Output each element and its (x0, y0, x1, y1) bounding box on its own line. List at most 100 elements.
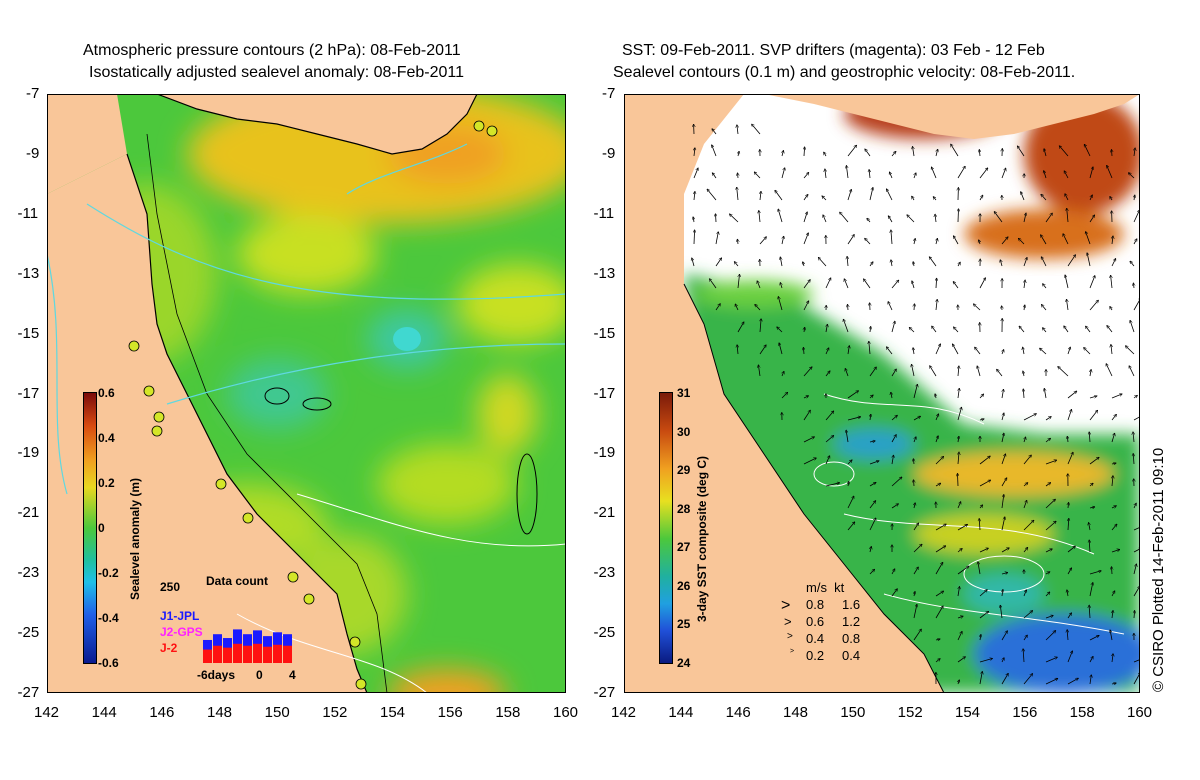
velocity-arrow (825, 483, 840, 487)
velocity-arrow (914, 437, 916, 443)
x-tick-label: 158 (1069, 704, 1095, 721)
colorbar-tick-label: 28 (677, 501, 691, 516)
x-tick-label: 148 (207, 704, 233, 721)
velocity-arrow (1067, 452, 1073, 465)
velocity-arrow (1045, 631, 1056, 641)
velocity-arrow (1089, 457, 1099, 465)
sealevel-colorbar (83, 392, 97, 664)
velocity-arrow (890, 172, 893, 179)
velocity-arrow (1133, 283, 1134, 289)
velocity-arrow (957, 407, 962, 421)
velocity-arrow (936, 300, 937, 311)
velocity-arrow (1001, 495, 1004, 509)
velocity-legend-kt: 1.2 (842, 614, 861, 629)
velocity-arrow (1112, 476, 1113, 487)
colorbar-tick-label: 26 (677, 578, 691, 593)
data-count-legend-item: J-2 (160, 641, 178, 655)
velocity-arrow (1086, 232, 1091, 245)
left-map-frame (47, 94, 566, 693)
velocity-arrow (958, 452, 959, 465)
velocity-arrow (1045, 460, 1057, 465)
velocity-arrow (693, 168, 698, 179)
y-tick-label: -13 (17, 264, 40, 282)
velocity-arrow (870, 547, 871, 553)
velocity-arrow (847, 257, 848, 267)
y-tick-label: -9 (26, 144, 40, 162)
x-tick-label: 144 (668, 704, 694, 721)
velocity-arrow (978, 562, 981, 575)
velocity-arrow (825, 371, 830, 377)
velocity-arrow (1112, 611, 1113, 619)
velocity-arrow (1023, 590, 1026, 597)
velocity-arrow (759, 211, 760, 223)
velocity-arrow (1089, 276, 1095, 289)
velocity-arrow (1045, 499, 1055, 509)
velocity-arrow (1067, 436, 1068, 443)
velocity-arrow (780, 283, 782, 289)
velocity-arrow (825, 278, 831, 289)
sealevel-colorbar-title: Sealevel anomaly (m) (128, 477, 142, 600)
right-map-frame (624, 94, 1140, 693)
velocity-arrow (803, 233, 808, 245)
velocity-arrow (844, 279, 849, 289)
velocity-arrow (1001, 478, 1007, 487)
x-tick-label: 148 (783, 704, 809, 721)
velocity-arrow (1112, 150, 1113, 157)
velocity-arrow (979, 278, 985, 289)
velocity-arrow (1045, 417, 1051, 421)
velocity-arrow (954, 236, 959, 245)
velocity-arrow (1023, 635, 1027, 641)
velocity-arrow (914, 503, 915, 509)
velocity-arrow (694, 148, 695, 157)
data-count-legend-item: J2-GPS (160, 625, 203, 639)
velocity-arrow (825, 436, 834, 443)
velocity-arrow (888, 302, 893, 311)
velocity-arrow (913, 147, 915, 157)
velocity-arrow (1084, 144, 1091, 157)
velocity-arrow (848, 305, 849, 311)
velocity-arrow (1089, 215, 1095, 223)
velocity-arrow (914, 480, 915, 487)
velocity-arrow (891, 569, 895, 575)
velocity-arrow (1090, 675, 1091, 685)
velocity-arrow (738, 173, 739, 179)
velocity-arrow (775, 190, 783, 201)
velocity-arrow (1059, 146, 1069, 157)
data-count-bar-j2 (223, 647, 232, 663)
velocity-arrow (779, 343, 783, 355)
colorbar-tick-label: 27 (677, 540, 691, 555)
velocity-arrow (1087, 253, 1091, 267)
velocity-arrow (979, 590, 987, 597)
velocity-arrow (1001, 454, 1006, 465)
velocity-arrow (803, 348, 804, 355)
velocity-legend-ms: 0.6 (806, 614, 825, 629)
sst-colorbar-title: 3-day SST composite (deg C) (695, 455, 709, 622)
velocity-arrow (1067, 546, 1075, 553)
velocity-arrow (958, 366, 959, 377)
x-tick-label: 154 (380, 704, 406, 721)
y-tick-label: -21 (593, 504, 616, 522)
velocity-arrow (1133, 454, 1134, 465)
velocity-arrow (737, 274, 740, 289)
velocity-arrow (1133, 564, 1136, 575)
velocity-arrow (1024, 280, 1025, 289)
velocity-arrow (1018, 146, 1025, 157)
velocity-arrow (936, 149, 938, 157)
velocity-arrow (803, 195, 808, 201)
velocity-arrow (932, 326, 937, 333)
velocity-legend-ms: 0.2 (806, 648, 825, 663)
velocity-arrow (935, 214, 936, 223)
velocity-legend-arrow-icon: > (781, 597, 791, 614)
velocity-arrow (935, 414, 939, 421)
velocity-arrow (1089, 195, 1092, 201)
velocity-arrow (913, 384, 917, 399)
velocity-arrow (1001, 674, 1008, 685)
data-count-title: Data count (206, 574, 269, 588)
velocity-arrow (935, 639, 940, 640)
velocity-arrow (737, 125, 738, 135)
velocity-arrow (715, 232, 718, 245)
velocity-arrow (913, 459, 914, 465)
colorbar-tick-label: 0 (98, 521, 105, 535)
data-count-chart (203, 615, 293, 663)
velocity-arrow (803, 396, 808, 398)
